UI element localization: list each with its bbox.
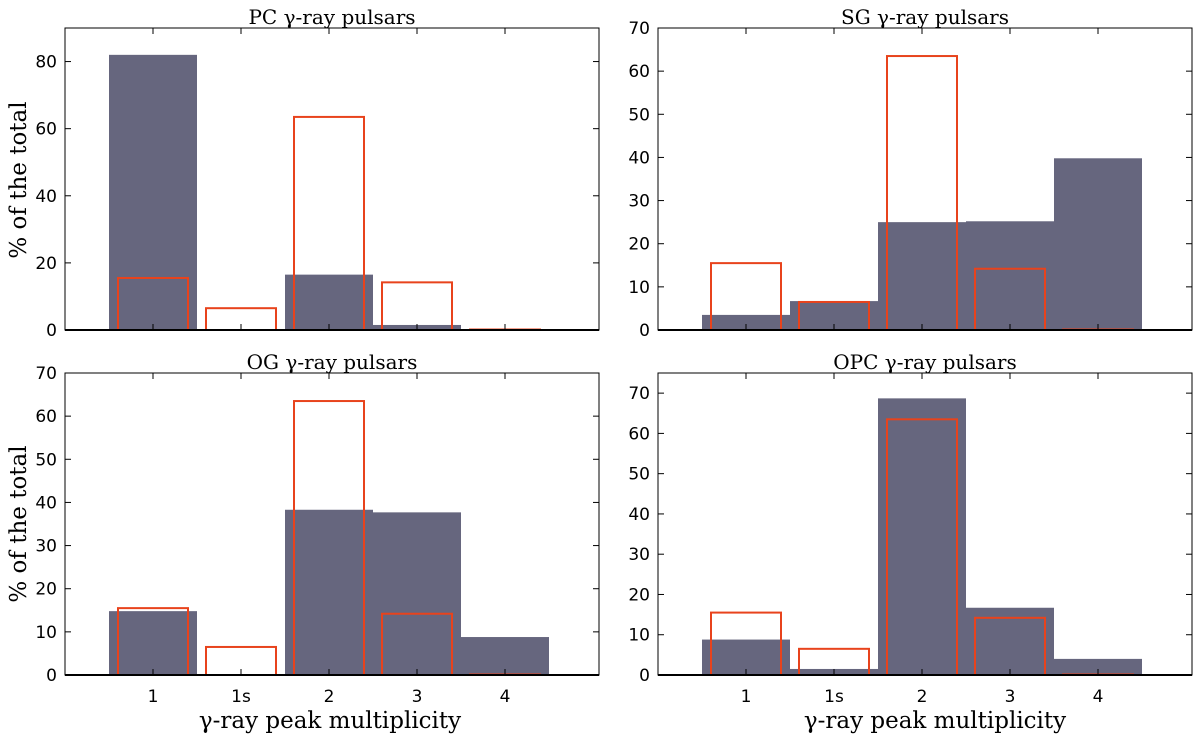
y-tick-label: 70: [35, 364, 57, 384]
panel-og: OG γ-ray pulsars 0 10 20 30 40 50 60 70 1 1s 2 3 4: [35, 350, 600, 707]
bar-model-3: [373, 512, 461, 675]
panel-sg: SG γ-ray pulsars 0 10 20 30 40 50 60 70: [628, 5, 1193, 341]
x-tick-label: 1: [741, 687, 752, 707]
x-tick-label: 4: [500, 687, 511, 707]
x-tick-label: 1: [148, 687, 159, 707]
y-tick-label: 0: [46, 321, 57, 341]
x-tick-label: 2: [324, 687, 335, 707]
x-axis-label: γ-ray peak multiplicity: [199, 708, 461, 734]
y-tick-label: 30: [35, 537, 57, 557]
y-axis-label: % of the total: [6, 445, 32, 602]
x-tick-label: 3: [412, 687, 423, 707]
y-tick-label: 60: [628, 424, 650, 444]
x-tick-label: 2: [917, 687, 928, 707]
y-tick-label: 30: [628, 545, 650, 565]
panel-pc: PC γ-ray pulsars 0 20 40 60 80: [35, 5, 600, 341]
y-tick-label: 40: [628, 148, 650, 168]
y-tick-label: 20: [628, 585, 650, 605]
bar-model-2: [878, 222, 966, 330]
panel-title: OG γ-ray pulsars: [247, 350, 418, 374]
y-tick-label: 70: [628, 19, 650, 39]
y-tick-label: 80: [35, 53, 57, 73]
y-tick-label: 50: [35, 450, 57, 470]
x-tick-label: 1s: [231, 687, 251, 707]
y-tick-label: 0: [639, 321, 650, 341]
y-tick-label: 10: [628, 278, 650, 298]
bar-model-4: [1054, 658, 1142, 675]
y-tick-label: 20: [628, 235, 650, 255]
y-tick-label: 10: [628, 626, 650, 646]
bar-model-2: [285, 274, 373, 330]
y-tick-label: 40: [35, 493, 57, 513]
x-tick-label: 1s: [824, 687, 844, 707]
bar-model-2: [878, 398, 966, 675]
bar-model-1: [702, 314, 790, 330]
y-tick-label: 10: [35, 623, 57, 643]
bar-model-4: [1054, 158, 1142, 330]
bar-model-2: [285, 509, 373, 675]
bar-observed-3: [381, 281, 453, 331]
y-tick-label: 60: [35, 120, 57, 140]
y-tick-label: 40: [628, 505, 650, 525]
y-tick-label: 50: [628, 105, 650, 125]
y-axis-label: % of the total: [6, 101, 32, 258]
y-tick-label: 20: [35, 254, 57, 274]
x-tick-label: 4: [1093, 687, 1104, 707]
panel-title: OPC γ-ray pulsars: [833, 350, 1016, 374]
bar-model-1: [109, 54, 197, 330]
bar-model-4: [461, 637, 549, 675]
x-tick-label: 3: [1005, 687, 1016, 707]
y-tick-label: 50: [628, 465, 650, 485]
bar-model-3: [966, 221, 1054, 330]
panel-title: PC γ-ray pulsars: [248, 5, 415, 29]
y-tick-label: 40: [35, 187, 57, 207]
y-tick-label: 0: [46, 666, 57, 686]
y-tick-label: 60: [628, 62, 650, 82]
x-axis-label: γ-ray peak multiplicity: [804, 708, 1066, 734]
y-tick-label: 30: [628, 192, 650, 212]
bar-model-1: [109, 611, 197, 675]
y-tick-label: 20: [35, 580, 57, 600]
panel-title: SG γ-ray pulsars: [841, 5, 1009, 29]
bar-model-3: [966, 607, 1054, 675]
panel-opc: OPC γ-ray pulsars 0 10 20 30 40 50 60 70 1 1s 2 3 4: [628, 350, 1193, 707]
y-tick-label: 70: [628, 384, 650, 404]
y-tick-label: 60: [35, 407, 57, 427]
y-tick-label: 0: [639, 666, 650, 686]
